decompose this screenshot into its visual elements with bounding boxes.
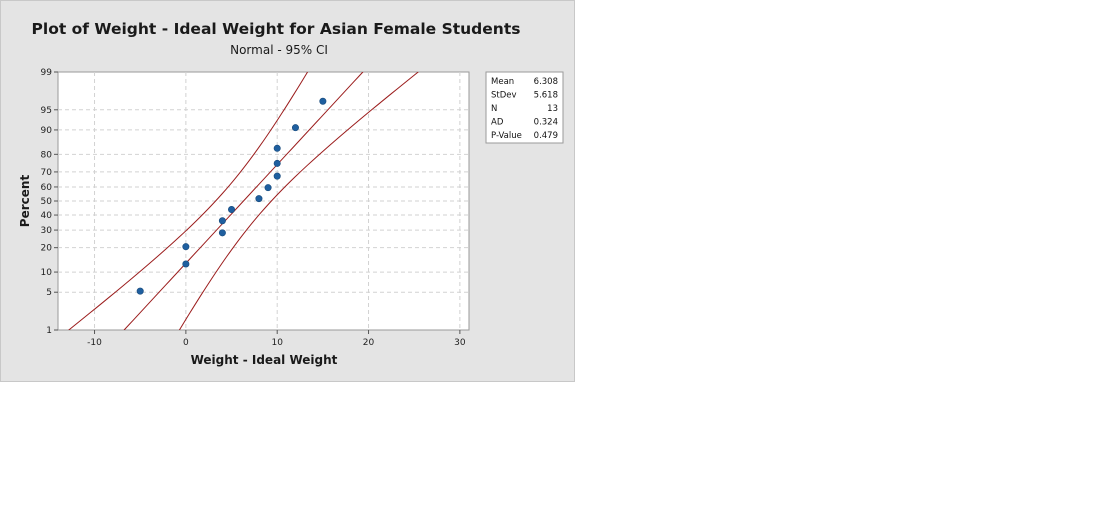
x-tick-label: 30 xyxy=(454,338,466,348)
y-tick-label: 20 xyxy=(41,244,53,254)
data-point xyxy=(273,172,281,180)
stat-label: Mean xyxy=(491,77,514,87)
y-tick-label: 50 xyxy=(41,197,53,207)
stat-label: P-Value xyxy=(491,131,522,141)
data-points xyxy=(136,97,327,295)
x-tick-label: 10 xyxy=(271,338,283,348)
fitted-line xyxy=(123,72,364,330)
data-point xyxy=(273,159,281,167)
confidence-bands xyxy=(68,72,419,330)
y-tick-label: 60 xyxy=(41,183,53,193)
data-point xyxy=(255,195,263,203)
data-point xyxy=(218,229,226,237)
axis-ticks: -10 0 10 20 30 1 5 10 20 30 40 50 60 70 80 90 95 99 xyxy=(41,68,466,348)
y-tick-label: 30 xyxy=(41,226,53,236)
y-tick-label: 99 xyxy=(41,68,53,78)
x-tick-label: 0 xyxy=(183,338,189,348)
x-tick-label: -10 xyxy=(87,338,102,348)
chart-title: Plot of Weight - Ideal Weight for Asian … xyxy=(32,20,521,38)
stat-value: 0.479 xyxy=(534,131,558,141)
y-tick-label: 80 xyxy=(41,150,53,160)
x-tick-label: 20 xyxy=(363,338,375,348)
data-point xyxy=(228,206,236,214)
stat-value: 6.308 xyxy=(534,77,558,87)
y-tick-label: 5 xyxy=(46,288,52,298)
data-point xyxy=(182,243,190,251)
stat-value: 13 xyxy=(547,104,558,114)
y-tick-label: 70 xyxy=(41,168,53,178)
y-tick-label: 90 xyxy=(41,126,53,136)
x-axis-title: Weight - Ideal Weight xyxy=(191,353,338,367)
y-tick-label: 10 xyxy=(41,268,53,278)
probability-plot: Plot of Weight - Ideal Weight for Asian … xyxy=(18,20,564,367)
stat-label: N xyxy=(491,104,497,114)
chart-subtitle: Normal - 95% CI xyxy=(230,43,328,57)
stat-label: AD xyxy=(491,118,504,128)
data-point xyxy=(182,260,190,268)
data-point xyxy=(291,124,299,132)
y-tick-label: 1 xyxy=(46,326,52,336)
grid xyxy=(58,72,469,330)
stat-value: 5.618 xyxy=(534,91,558,101)
data-point xyxy=(136,287,144,295)
y-axis-title: Percent xyxy=(18,175,32,228)
statistics-table-frame xyxy=(485,71,564,144)
data-point xyxy=(319,97,327,105)
ci-upper-band xyxy=(178,72,419,330)
data-point xyxy=(264,184,272,192)
stat-label: StDev xyxy=(491,91,517,101)
chart-panel: Plot of Weight - Ideal Weight for Asian … xyxy=(0,0,575,382)
stat-value: 0.324 xyxy=(534,118,558,128)
ci-lower-band xyxy=(68,72,309,330)
data-point xyxy=(273,144,281,152)
y-tick-label: 95 xyxy=(41,106,52,116)
y-tick-label: 40 xyxy=(41,211,53,221)
statistics-table: Mean 6.308 StDev 5.618 N 13 AD 0.324 P-Value 0.47… xyxy=(485,71,564,144)
data-point xyxy=(218,217,226,225)
